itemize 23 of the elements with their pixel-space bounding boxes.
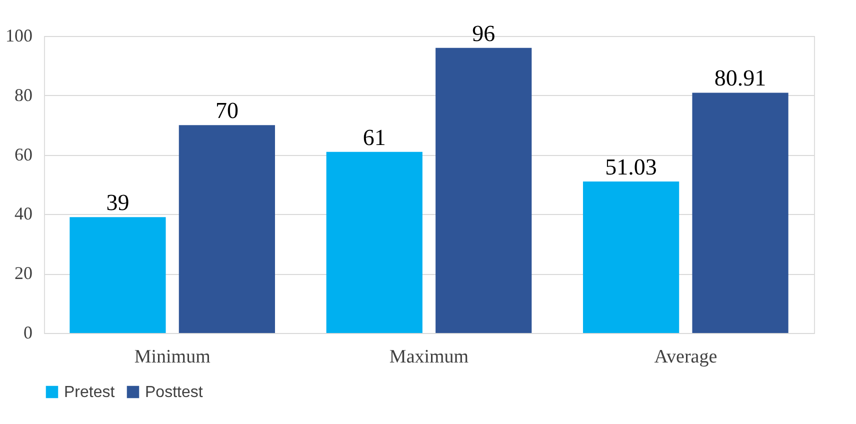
data-label: 39 bbox=[106, 190, 130, 216]
bar bbox=[178, 125, 275, 333]
data-label: 80.91 bbox=[714, 66, 766, 91]
data-label: 61 bbox=[362, 124, 386, 150]
data-label: 96 bbox=[472, 20, 496, 46]
y-tick-label: 80 bbox=[14, 84, 32, 105]
y-tick-label: 40 bbox=[14, 204, 32, 224]
legend-label: Pretest bbox=[64, 384, 116, 401]
x-tick-label: Maximum bbox=[389, 346, 469, 368]
x-tick-label: Minimum bbox=[134, 346, 211, 368]
data-label: 70 bbox=[215, 98, 238, 124]
bar bbox=[436, 48, 532, 333]
y-tick-label: 20 bbox=[14, 263, 32, 284]
bar bbox=[583, 181, 680, 333]
data-label: 51.03 bbox=[605, 154, 657, 180]
bar bbox=[692, 92, 788, 333]
bar bbox=[326, 152, 422, 333]
y-tick-label: 100 bbox=[6, 26, 32, 46]
y-tick-label: 0 bbox=[24, 322, 32, 342]
x-tick-label: Average bbox=[654, 346, 718, 368]
legend-label: Posttest bbox=[145, 384, 204, 401]
y-tick-label: 60 bbox=[14, 144, 32, 164]
bar bbox=[70, 217, 166, 333]
